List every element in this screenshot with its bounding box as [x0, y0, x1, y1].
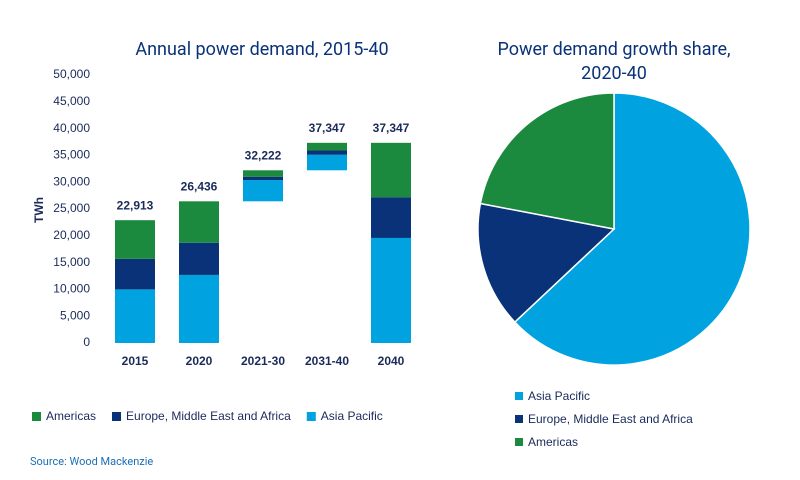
bar-segment [371, 197, 411, 238]
y-tick-label: 40,000 [53, 121, 90, 135]
legend-swatch [32, 412, 41, 421]
bar-segment [179, 274, 219, 343]
legend-swatch [515, 392, 523, 400]
total-label: 37,347 [309, 121, 346, 135]
bar-segment [115, 220, 155, 259]
pie-slice [479, 92, 615, 230]
legend-label: Americas [528, 435, 578, 449]
x-tick-label: 2020 [186, 354, 213, 368]
y-tick-label: 0 [83, 335, 90, 349]
bar-title: Annual power demand, 2015-40 [135, 39, 389, 60]
y-tick-label: 20,000 [53, 228, 90, 242]
pie-title: Power demand growth share, 2020-40 [497, 39, 731, 84]
x-tick-label: 2040 [378, 354, 405, 368]
y-tick-label: 30,000 [53, 174, 90, 188]
total-label: 32,222 [245, 148, 282, 162]
source: Source: Wood Mackenzie [30, 455, 154, 468]
x-tick-label: 2031-40 [305, 354, 349, 368]
legend-swatch [306, 412, 316, 421]
legend-label: Europe, Middle East and Africa [528, 412, 693, 426]
total-label: 26,436 [181, 179, 218, 193]
bar-segment [371, 142, 411, 198]
y-tick-label: 15,000 [53, 255, 90, 269]
y-tick-label: 5,000 [60, 308, 90, 322]
bar-segment [307, 142, 347, 151]
y-tick-label: 10,000 [53, 282, 90, 296]
y-tick-label: 45,000 [53, 94, 90, 108]
bar-segment [371, 237, 411, 343]
legend-swatch [515, 415, 523, 423]
legend-swatch [515, 438, 523, 446]
pie-slice [513, 92, 751, 366]
bar-segment [243, 170, 283, 177]
bar-segment [243, 180, 283, 202]
x-tick-label: 2015 [122, 354, 149, 368]
total-label: 37,347 [373, 121, 410, 135]
bar-segment [179, 201, 219, 243]
y-axis-label: TWh [32, 197, 46, 223]
bar-segment [115, 289, 155, 343]
y-tick-label: 25,000 [53, 201, 90, 215]
y-tick-label: 50,000 [53, 67, 90, 81]
bar-segment [115, 258, 155, 290]
bar-segment [307, 150, 347, 155]
legend-label: Asia Pacific [528, 389, 590, 403]
x-tick-label: 2021-30 [241, 354, 285, 368]
bar-segment [243, 176, 283, 181]
legend-swatch [112, 412, 122, 421]
pie-slice [477, 202, 616, 324]
bar-segment [179, 242, 219, 275]
bar-segment [307, 154, 347, 171]
legend-label: Americas [46, 409, 96, 423]
legend-label: Europe, Middle East and Africa [126, 409, 291, 423]
total-label: 22,913 [117, 198, 154, 212]
legend-label: Asia Pacific [321, 409, 383, 423]
y-tick-label: 35,000 [53, 148, 90, 162]
